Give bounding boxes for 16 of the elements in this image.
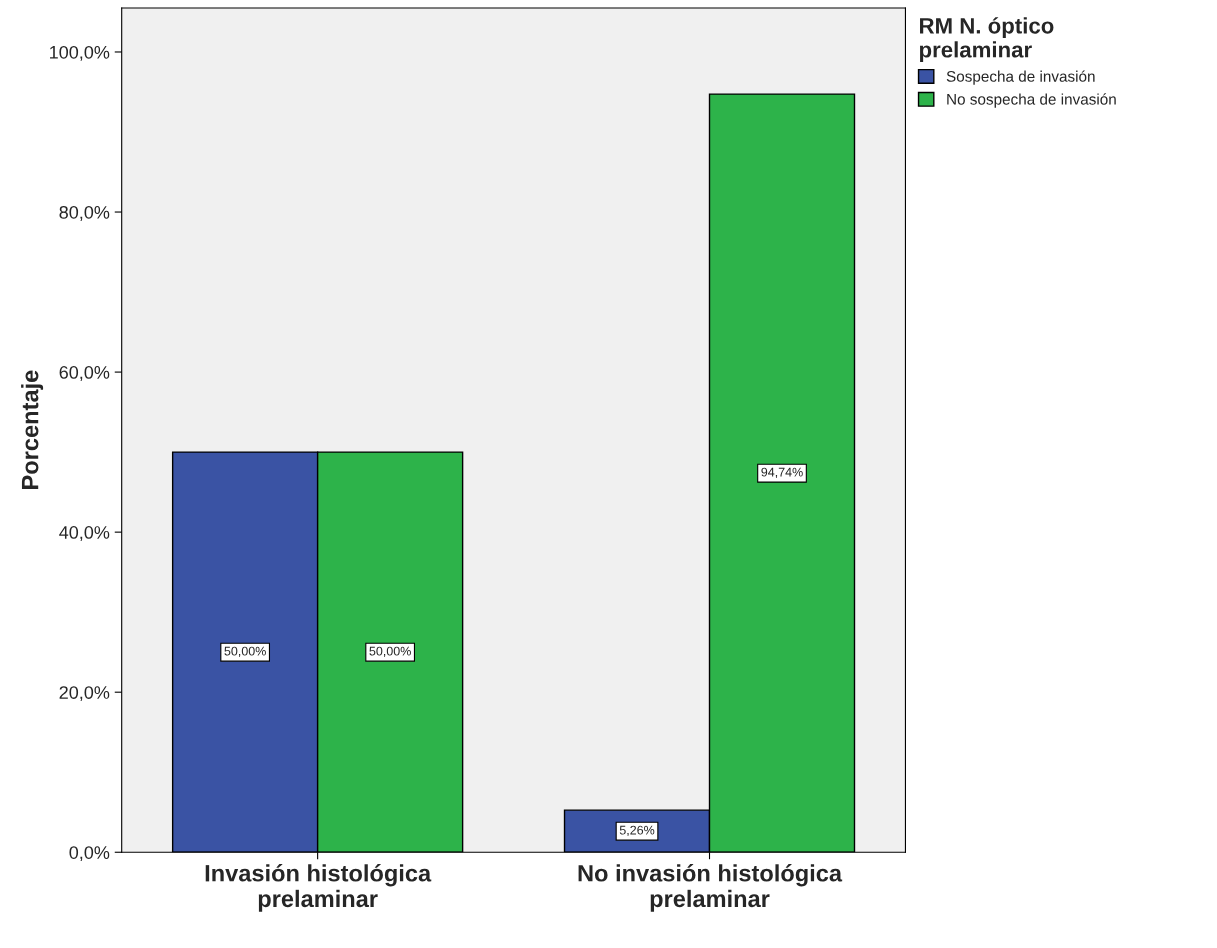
y-tick-label: 20,0% xyxy=(59,686,110,702)
y-tick-label: 100,0% xyxy=(50,45,110,61)
legend-label: Sospecha de invasión xyxy=(946,70,1095,85)
legend-title: RM N. óptico prelaminar xyxy=(920,17,1054,62)
data-label: 50,00% xyxy=(369,646,411,658)
data-label: 50,00% xyxy=(224,646,266,658)
y-tick-label: 0,0% xyxy=(69,846,110,862)
data-label: 5,26% xyxy=(619,825,655,837)
data-label: 94,74% xyxy=(761,467,803,478)
x-tick-label: No invasión histológica prelaminar xyxy=(578,864,843,912)
y-tick-label: 60,0% xyxy=(59,366,110,381)
y-tick-label: 40,0% xyxy=(59,526,110,541)
y-axis-title: Porcentaje xyxy=(21,370,44,489)
x-tick-label: Invasión histológica prelaminar xyxy=(205,864,432,912)
y-tick-label: 80,0% xyxy=(59,205,110,221)
legend-label: No sospecha de invasión xyxy=(947,93,1116,108)
